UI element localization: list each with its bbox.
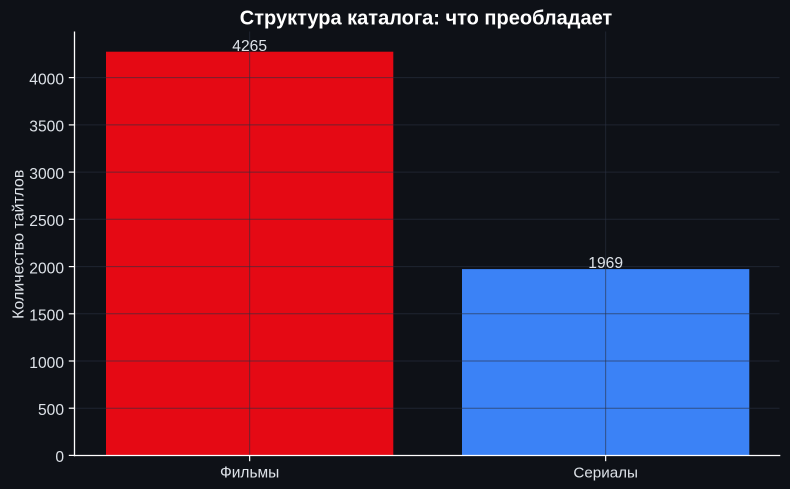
svg-text:4000: 4000 [29,71,64,88]
svg-text:Структура каталога: что преобл: Структура каталога: что преобладает [240,8,613,30]
svg-text:1000: 1000 [29,355,64,372]
svg-text:3000: 3000 [29,166,64,183]
svg-text:1500: 1500 [29,308,64,325]
svg-text:4265: 4265 [232,38,267,55]
svg-text:2500: 2500 [29,213,64,230]
svg-text:2000: 2000 [29,260,64,277]
svg-text:3500: 3500 [29,119,64,136]
svg-text:Количество тайтлов: Количество тайтлов [10,170,27,319]
svg-text:Сериалы: Сериалы [573,465,638,482]
svg-text:500: 500 [38,402,64,419]
svg-text:0: 0 [55,449,64,466]
svg-text:1969: 1969 [588,255,623,272]
svg-text:Фильмы: Фильмы [220,465,279,482]
